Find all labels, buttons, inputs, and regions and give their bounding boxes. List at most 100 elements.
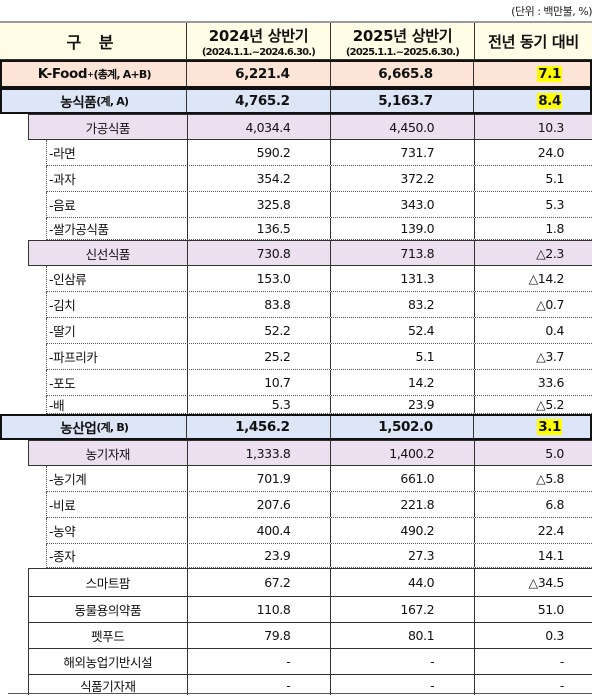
row-label: 농산업 (계, B) xyxy=(2,416,186,438)
value-2024-text: 4,034.4 xyxy=(245,119,291,135)
header-category-label: 구 분 xyxy=(66,33,120,52)
value-2025: 52.4 xyxy=(330,318,474,343)
value-2025: 4,450.0 xyxy=(330,115,474,139)
value-2024: 79.8 xyxy=(186,623,331,648)
value-2024: 4,765.2 xyxy=(186,90,329,112)
table-row: 해외농업기반시설 - - - xyxy=(28,648,592,674)
value-yoy: 24.0 xyxy=(474,140,592,165)
value-2024-text: 110.8 xyxy=(256,602,291,617)
header-2024-title: 2024년 상반기 xyxy=(208,26,309,45)
value-2025: 167.2 xyxy=(330,597,474,622)
table-row: -딸기 52.2 52.4 0.4 xyxy=(46,318,592,344)
value-2025: 14.2 xyxy=(330,370,474,395)
value-2025: - xyxy=(330,649,474,674)
value-2024-text: - xyxy=(286,654,291,669)
table-row: 가공식품 4,034.4 4,450.0 10.3 xyxy=(28,114,592,140)
header-category: 구 분 xyxy=(0,23,186,59)
row-label: -인삼류 xyxy=(47,266,187,291)
value-2024-text: 1,456.2 xyxy=(235,419,290,435)
row-label: -쌀가공식품 xyxy=(47,218,187,239)
value-2024-text: 153.0 xyxy=(256,271,291,286)
value-yoy-text: - xyxy=(559,654,565,669)
value-yoy: 0.4 xyxy=(474,318,592,343)
value-2025: 713.8 xyxy=(330,241,474,265)
row-label-text: -인삼류 xyxy=(49,272,87,287)
row-label-note: (계, A) xyxy=(96,95,129,108)
table-row: -포도 10.7 14.2 33.6 xyxy=(46,370,592,396)
value-2024: 10.7 xyxy=(186,370,331,395)
value-yoy: 10.3 xyxy=(474,115,592,139)
value-yoy: 5.3 xyxy=(474,192,592,217)
value-yoy: 22.4 xyxy=(474,518,592,543)
value-2024: 6,221.4 xyxy=(186,62,329,86)
value-2025-text: 1,400.2 xyxy=(389,445,435,461)
table-row: -농기계 701.9 661.0 △5.8 xyxy=(46,466,592,492)
row-label-text: -파프리카 xyxy=(49,350,98,365)
value-2025: - xyxy=(330,675,474,695)
row-label-text: -비료 xyxy=(49,498,76,513)
value-2024-text: 10.7 xyxy=(264,375,291,390)
value-yoy-text: 10.3 xyxy=(537,119,565,135)
value-2025-text: 731.7 xyxy=(400,145,435,160)
value-2025-text: 23.9 xyxy=(407,397,435,412)
value-yoy: △5.8 xyxy=(474,466,592,491)
value-2024: 1,456.2 xyxy=(186,416,329,438)
value-2024-text: 23.9 xyxy=(264,548,291,563)
value-2025: 6,665.8 xyxy=(329,62,473,86)
row-label-text: 동물용의약품 xyxy=(74,603,142,618)
value-2024: 400.4 xyxy=(186,518,331,543)
value-2025-text: - xyxy=(430,677,435,693)
value-2024: 52.2 xyxy=(186,318,331,343)
value-2025-text: 713.8 xyxy=(400,245,435,261)
value-yoy: 3.1 xyxy=(472,416,590,438)
header-2025-title: 2025년 상반기 xyxy=(352,26,453,45)
value-2025-text: 661.0 xyxy=(400,471,435,486)
value-2025-text: 5,163.7 xyxy=(378,93,433,109)
row-label-text: 신선식품 xyxy=(85,246,131,262)
value-yoy-text: △5.8 xyxy=(536,471,565,486)
row-label-text: -종자 xyxy=(49,549,76,564)
value-yoy-text: 51.0 xyxy=(537,602,565,617)
table-row: -농약 400.4 490.2 22.4 xyxy=(46,518,592,544)
table-row: -인삼류 153.0 131.3 △14.2 xyxy=(46,266,592,292)
table-row: -배 5.3 23.9 △5.2 xyxy=(46,396,592,414)
value-yoy: 1.8 xyxy=(474,218,592,239)
value-2024-text: 4,765.2 xyxy=(235,93,290,109)
value-2025: 131.3 xyxy=(330,266,474,291)
value-2024: 153.0 xyxy=(186,266,331,291)
value-yoy-text: △0.7 xyxy=(536,297,565,312)
row-label: 가공식품 xyxy=(29,115,187,139)
value-yoy: 8.4 xyxy=(472,90,590,112)
value-yoy-text: 5.3 xyxy=(545,197,565,212)
row-label: -배 xyxy=(47,396,187,413)
table-row: 농기자재 1,333.8 1,400.2 5.0 xyxy=(28,440,592,466)
value-2025-text: - xyxy=(430,654,435,669)
value-2025: 27.3 xyxy=(330,544,474,567)
value-yoy-text: △2.3 xyxy=(536,245,564,261)
value-2025-text: 167.2 xyxy=(400,602,435,617)
value-2025-text: 343.0 xyxy=(400,197,435,212)
value-2024: - xyxy=(186,649,331,674)
value-yoy-text: 1.8 xyxy=(545,221,565,236)
value-2024: 5.3 xyxy=(186,396,331,413)
table-header: 구 분 2024년 상반기 (2024.1.1.~2024.6.30.) 2025… xyxy=(0,21,592,60)
value-2024-text: 25.2 xyxy=(264,349,291,364)
value-2024: 701.9 xyxy=(186,466,331,491)
row-label: -딸기 xyxy=(47,318,187,343)
row-label: -김치 xyxy=(47,292,187,317)
value-2025-text: 52.4 xyxy=(407,323,435,338)
table-row: 농식품 (계, A) 4,765.2 5,163.7 8.4 xyxy=(0,88,592,114)
row-label-text: -딸기 xyxy=(49,324,76,339)
value-2025-text: 27.3 xyxy=(407,548,435,563)
header-2024-period: (2024.1.1.~2024.6.30.) xyxy=(201,46,316,58)
value-yoy: - xyxy=(474,675,592,695)
value-2024: 136.5 xyxy=(186,218,331,239)
value-2024: 590.2 xyxy=(186,140,331,165)
value-2025: 5.1 xyxy=(330,344,474,369)
value-2024: - xyxy=(186,675,331,695)
value-2024-text: 400.4 xyxy=(256,523,291,538)
value-yoy-text: 22.4 xyxy=(537,523,565,538)
row-label: -라면 xyxy=(47,140,187,165)
value-2025-text: 14.2 xyxy=(407,375,435,390)
value-yoy: 33.6 xyxy=(474,370,592,395)
